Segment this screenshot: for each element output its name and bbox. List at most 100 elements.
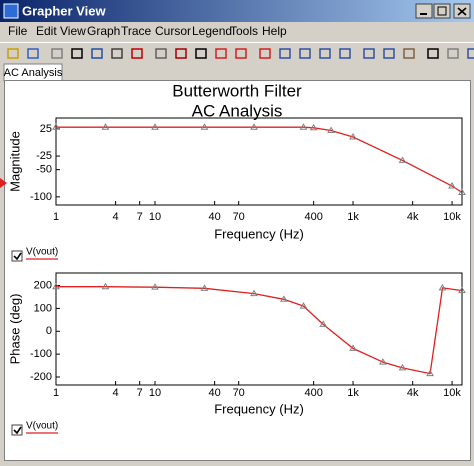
toolbar-icon [175,48,187,59]
menu-item[interactable]: Graph [87,24,120,38]
window-buttons [415,3,471,19]
toolbar-icon [71,48,83,59]
y-tick-label: 100 [34,302,52,314]
marker [151,283,159,290]
x-tick-label: 7 [137,211,143,223]
menu-item[interactable]: Help [262,24,287,38]
x-tick-label: 4k [407,211,419,223]
tab-label: AC Analysis [4,67,63,79]
x-tick-label: 1 [53,387,59,399]
x-tick-label: 1k [347,387,359,399]
marker [52,282,60,290]
marker [299,123,308,130]
toolbar-icon [339,48,351,59]
legend-check [13,252,22,261]
x-tick-label: 10k [443,387,461,399]
toolbar-icon [235,48,247,59]
marker [200,123,209,130]
marker [448,181,456,189]
marker [426,369,434,377]
toolbar-icon [319,48,331,59]
menu-item[interactable]: Legend [192,24,232,38]
toolbar-button[interactable] [464,45,474,61]
y-tick-label: -50 [36,164,52,176]
menu-item[interactable]: View [60,24,86,38]
y-tick-label: 0 [46,325,52,337]
toolbar-icon [91,48,103,59]
menu-item[interactable]: Cursor [155,24,191,38]
legend-checkbox[interactable] [11,424,23,436]
x-tick-label: 70 [233,387,245,399]
toolbar-icon [259,48,271,59]
marker [279,295,288,302]
x-tick-label: 40 [209,211,221,223]
marker [438,283,447,291]
title-bar [0,0,474,22]
marker [250,123,258,130]
legend-label: V(vout) [26,247,58,258]
cursor-marker [0,178,7,188]
graph-area [4,80,471,461]
toolbar-icon [383,48,395,59]
marker [327,126,335,134]
marker [250,289,258,297]
x-tick-label: 10k [443,211,461,223]
toolbar-icon [27,48,39,59]
toolbar-icon [363,48,375,59]
x-axis-label: Frequency (Hz) [214,401,304,416]
icon [437,6,447,16]
minimize-button[interactable] [415,3,433,19]
y-axis-label: Phase (deg) [7,294,22,365]
maximize-button[interactable] [433,3,451,19]
marker [52,123,60,130]
marker [458,188,466,195]
toolbar-icon [299,48,311,59]
x-tick-label: 4 [113,387,119,399]
window-title: Grapher View [22,3,106,18]
chart-title: Butterworth Filter [172,81,302,100]
chart-subtitle: AC Analysis [192,101,283,120]
marker [398,156,407,163]
x-tick-label: 10 [149,387,161,399]
toolbar-icon [111,48,123,59]
toolbar-icon [195,48,207,59]
toolbar-icon [155,48,167,59]
y-tick-label: -25 [36,150,52,162]
series-line [56,286,463,375]
toolbar-icon [467,48,474,59]
marker [378,358,387,365]
x-tick-label: 70 [233,211,245,223]
menu-item[interactable]: Trace [121,24,152,38]
menu-item[interactable]: File [8,24,28,38]
marker [319,320,328,327]
app-icon [3,3,19,19]
plot-frame [55,272,463,386]
x-tick-label: 40 [209,387,221,399]
toolbar-icon [403,48,415,59]
toolbar-icon [51,48,63,59]
toolbar-icon [427,48,439,59]
legend-checkbox[interactable] [11,250,23,262]
y-tick-label: 25 [40,123,52,135]
x-tick-label: 1k [347,211,359,223]
y-tick-label: -200 [30,371,52,383]
marker [200,284,209,291]
marker [101,123,110,130]
toolbar-icon [7,48,19,59]
menu-item[interactable]: Edit [36,24,57,38]
x-tick-label: 4 [113,211,119,223]
toolbar-icon [215,48,227,59]
toolbar-icon [279,48,291,59]
toolbar-icon [131,48,143,59]
icon [457,7,467,16]
marker [349,344,357,351]
marker [151,123,159,130]
toolbar-icon [447,48,459,59]
menu-item[interactable]: Tools [230,24,258,38]
x-tick-label: 400 [304,211,322,223]
x-tick-label: 400 [304,387,322,399]
y-tick-label: -100 [30,348,52,360]
x-axis-label: Frequency (Hz) [214,226,304,241]
